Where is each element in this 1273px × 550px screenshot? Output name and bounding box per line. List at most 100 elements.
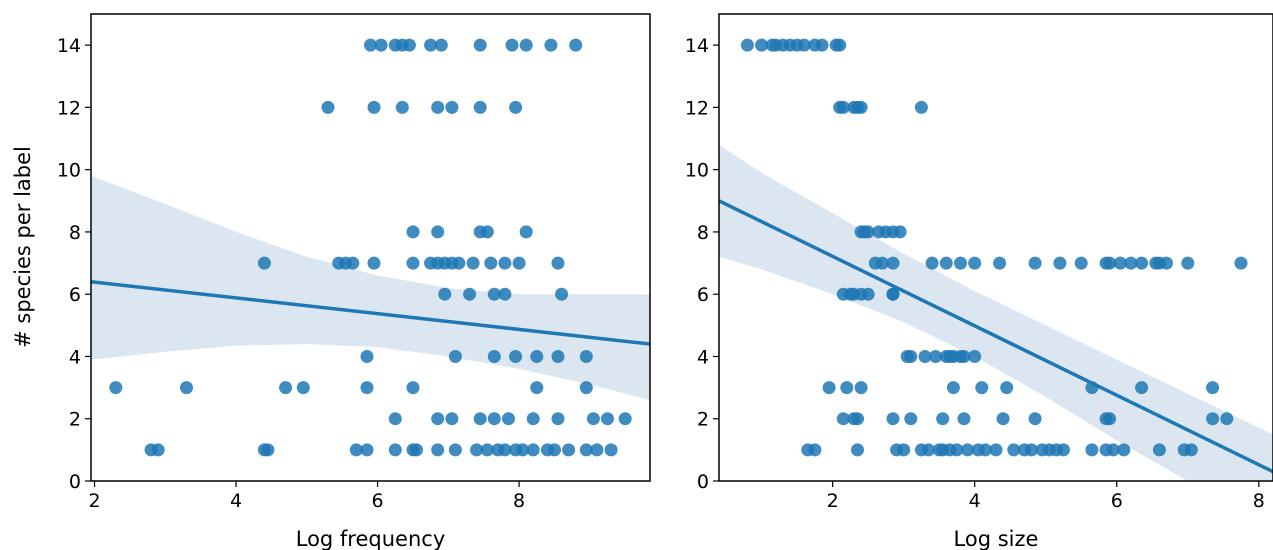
data-point: [1206, 412, 1220, 426]
data-point: [1135, 256, 1149, 270]
data-point: [448, 350, 462, 363]
data-point: [367, 100, 381, 114]
axes-frame: [90, 13, 651, 482]
data-point: [897, 443, 911, 457]
regression-line: [719, 199, 1273, 474]
data-point: [954, 256, 967, 270]
plot-area: [91, 38, 650, 457]
data-point: [551, 350, 565, 363]
data-point: [555, 287, 569, 301]
data-point: [519, 225, 533, 239]
data-point: [364, 38, 377, 52]
y-tick-label: 10: [57, 160, 81, 182]
data-point: [349, 443, 363, 457]
data-point: [431, 443, 445, 457]
data-point: [950, 443, 964, 457]
data-point: [530, 381, 544, 395]
data-point: [448, 443, 462, 457]
data-point: [395, 100, 409, 114]
data-point: [431, 225, 445, 239]
y-tick-label: 4: [697, 346, 709, 368]
data-point: [886, 256, 900, 270]
data-point: [1000, 381, 1014, 395]
data-point: [822, 381, 836, 395]
data-point: [851, 443, 864, 457]
data-point: [374, 38, 388, 52]
data-point: [257, 256, 271, 270]
data-point: [151, 443, 165, 457]
data-point: [851, 412, 864, 426]
data-point: [815, 38, 829, 52]
data-point: [498, 443, 512, 457]
y-tick-label: 0: [69, 471, 81, 493]
data-point: [922, 443, 935, 457]
data-point: [551, 412, 565, 426]
data-point: [604, 443, 618, 457]
data-point: [410, 443, 423, 457]
data-point: [487, 350, 501, 363]
data-point: [360, 381, 374, 395]
data-point: [957, 412, 971, 426]
x-tick-label: 2: [88, 490, 100, 512]
data-point: [579, 443, 593, 457]
data-point: [434, 38, 448, 52]
data-point: [993, 256, 1007, 270]
data-point: [1025, 443, 1038, 457]
data-point: [590, 443, 604, 457]
y-tick-label: 14: [685, 35, 709, 57]
data-point: [406, 225, 420, 239]
data-point: [360, 443, 374, 457]
data-point: [296, 381, 310, 395]
data-point: [579, 381, 593, 395]
y-tick-label: 8: [69, 222, 81, 244]
data-point: [424, 38, 438, 52]
y-tick-label: 10: [685, 160, 709, 182]
data-point: [480, 443, 494, 457]
data-point: [279, 381, 293, 395]
data-point: [975, 381, 989, 395]
data-point: [854, 381, 868, 395]
data-point: [367, 256, 381, 270]
data-point: [1234, 256, 1248, 270]
data-point: [431, 412, 445, 426]
data-point: [1152, 443, 1166, 457]
x-tick-label: 8: [1253, 490, 1265, 512]
data-point: [502, 412, 515, 426]
data-point: [1160, 256, 1173, 270]
data-point: [487, 287, 501, 301]
data-point: [569, 38, 583, 52]
data-point: [836, 100, 850, 114]
data-point: [808, 443, 822, 457]
data-point: [978, 443, 992, 457]
y-tick-label: 4: [69, 346, 81, 368]
x-tick-label: 2: [827, 490, 839, 512]
data-point: [406, 381, 420, 395]
data-point: [473, 100, 487, 114]
data-point: [755, 38, 769, 52]
data-point: [840, 381, 854, 395]
data-point: [939, 256, 953, 270]
data-point: [445, 100, 459, 114]
data-point: [968, 256, 982, 270]
data-point: [1124, 256, 1138, 270]
data-point: [946, 381, 960, 395]
data-point: [1184, 443, 1198, 457]
x-tick-label: 6: [1111, 490, 1123, 512]
data-point: [1074, 256, 1088, 270]
data-point: [1007, 443, 1021, 457]
data-point: [918, 350, 932, 363]
data-point: [548, 443, 561, 457]
data-point: [431, 100, 445, 114]
data-point: [875, 256, 889, 270]
x-tick-label: 4: [230, 490, 242, 512]
y-tick-label: 6: [69, 284, 81, 306]
data-point: [470, 443, 484, 457]
x-tick-label: 8: [513, 490, 525, 512]
data-point: [914, 100, 928, 114]
data-point: [406, 256, 420, 270]
data-point: [261, 443, 275, 457]
data-point: [1057, 443, 1070, 457]
data-point: [473, 38, 487, 52]
data-point: [886, 287, 900, 301]
data-point: [957, 350, 971, 363]
